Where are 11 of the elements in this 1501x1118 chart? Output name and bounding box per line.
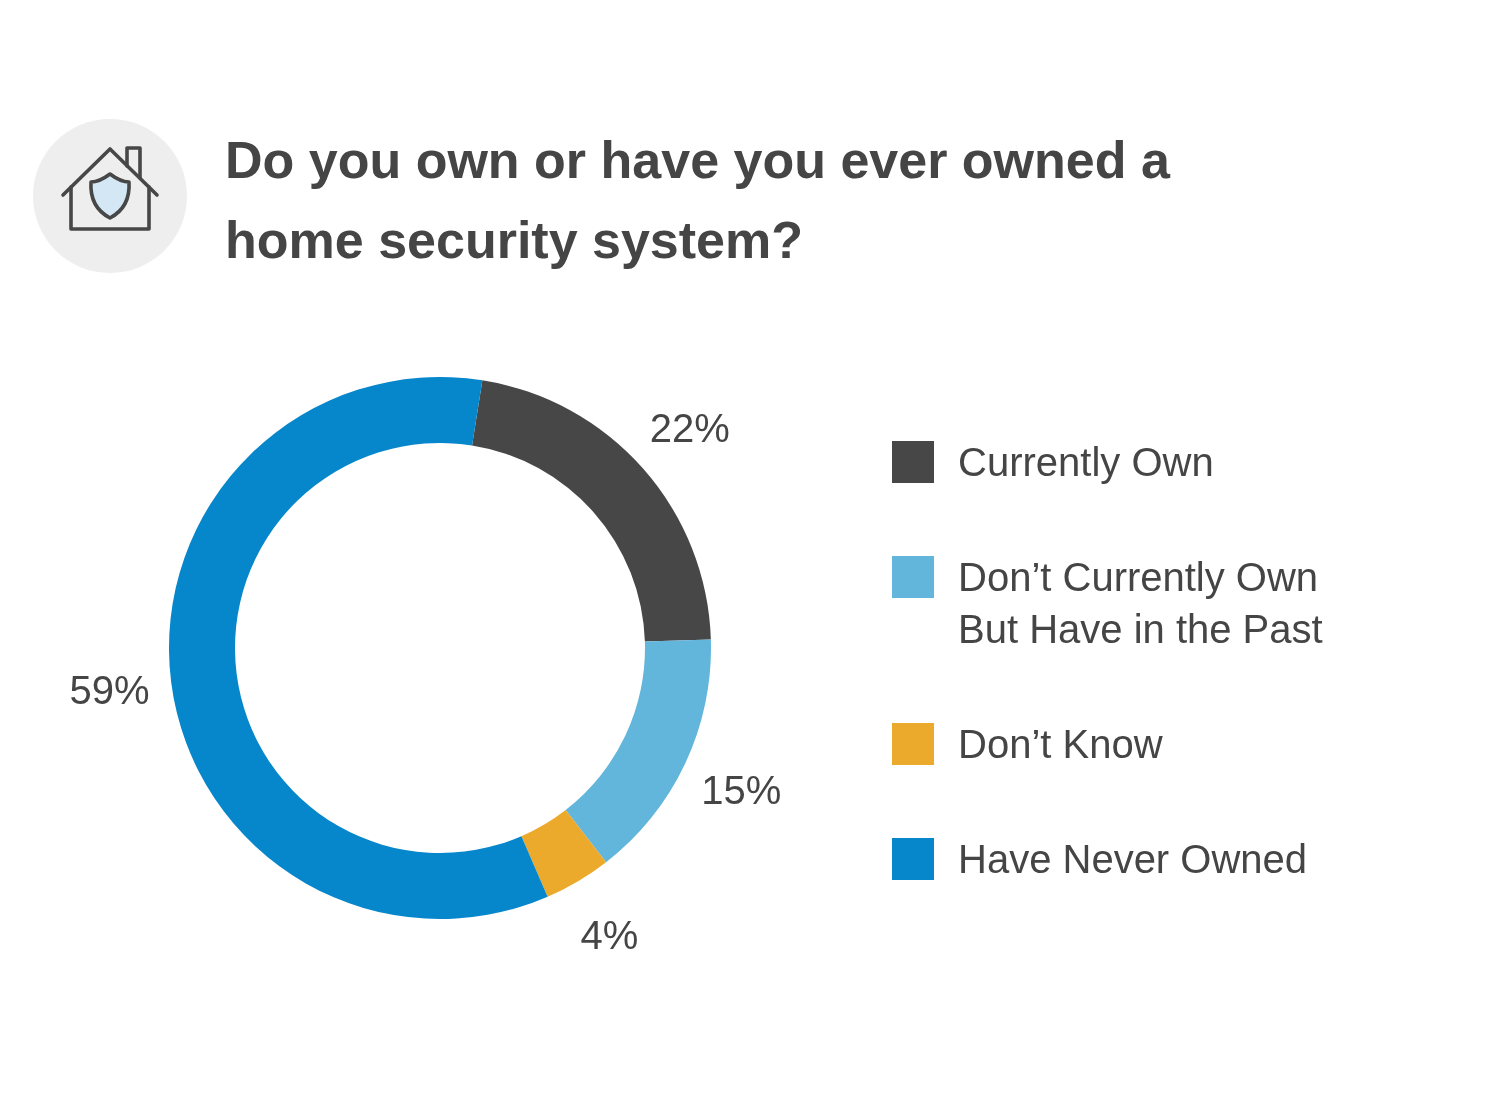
legend-label: Have Never Owned: [958, 836, 1309, 883]
data-label: 15%: [701, 767, 782, 812]
data-label: 59%: [69, 667, 150, 712]
legend-label: Currently Own: [958, 439, 1215, 486]
donut-slice: [169, 377, 548, 919]
legend-label: Don’t Know: [958, 721, 1164, 768]
donut-slice: [521, 809, 607, 897]
legend-label: Don’t Currently Own But Have in the Past: [958, 554, 1324, 653]
data-label: 4%: [580, 912, 639, 957]
data-label: 22%: [649, 405, 730, 450]
chart-title: Do you own or have you ever owned a home security system?: [225, 130, 1172, 271]
